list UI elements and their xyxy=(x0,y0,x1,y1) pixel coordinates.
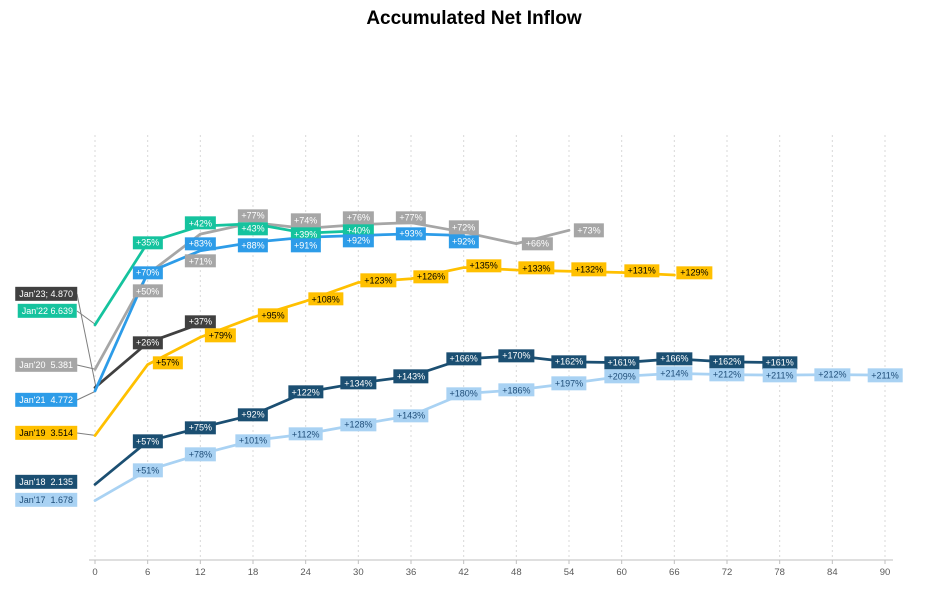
legend-connector-jan23 xyxy=(76,293,97,388)
series-line-jan20 xyxy=(93,221,571,371)
axis-tick-label: 30 xyxy=(353,567,364,578)
series-line-jan22 xyxy=(93,222,360,327)
axis-tick-label: 84 xyxy=(827,567,838,578)
axis-tick-label: 24 xyxy=(300,567,311,578)
chart-title: Accumulated Net Inflow xyxy=(366,8,582,29)
axis-tick-label: 48 xyxy=(511,567,522,578)
series-line-jan19 xyxy=(93,266,676,437)
series-line-jan21 xyxy=(93,232,466,393)
legend-connector-jan21 xyxy=(76,390,97,401)
axis-tick-label: 42 xyxy=(458,567,469,578)
axis-tick-label: 12 xyxy=(195,567,206,578)
axis-tick-label: 72 xyxy=(722,567,733,578)
legend-connector-jan22 xyxy=(76,310,97,326)
axis-tick-label: 54 xyxy=(564,567,575,578)
series-line-jan18 xyxy=(93,354,782,486)
series-line-jan17 xyxy=(93,372,887,502)
legend-connector-jan20 xyxy=(76,364,97,370)
axis-tick-label: 60 xyxy=(616,567,627,578)
axis-tick-label: 90 xyxy=(880,567,891,578)
legend-connector-jan19 xyxy=(76,432,97,437)
axis-tick-label: 66 xyxy=(669,567,680,578)
axis-tick-label: 36 xyxy=(406,567,417,578)
axis-tick-label: 78 xyxy=(774,567,785,578)
axis-tick-label: 18 xyxy=(248,567,259,578)
axis-tick-label: 0 xyxy=(92,567,97,578)
axis-tick-label: 6 xyxy=(145,567,150,578)
